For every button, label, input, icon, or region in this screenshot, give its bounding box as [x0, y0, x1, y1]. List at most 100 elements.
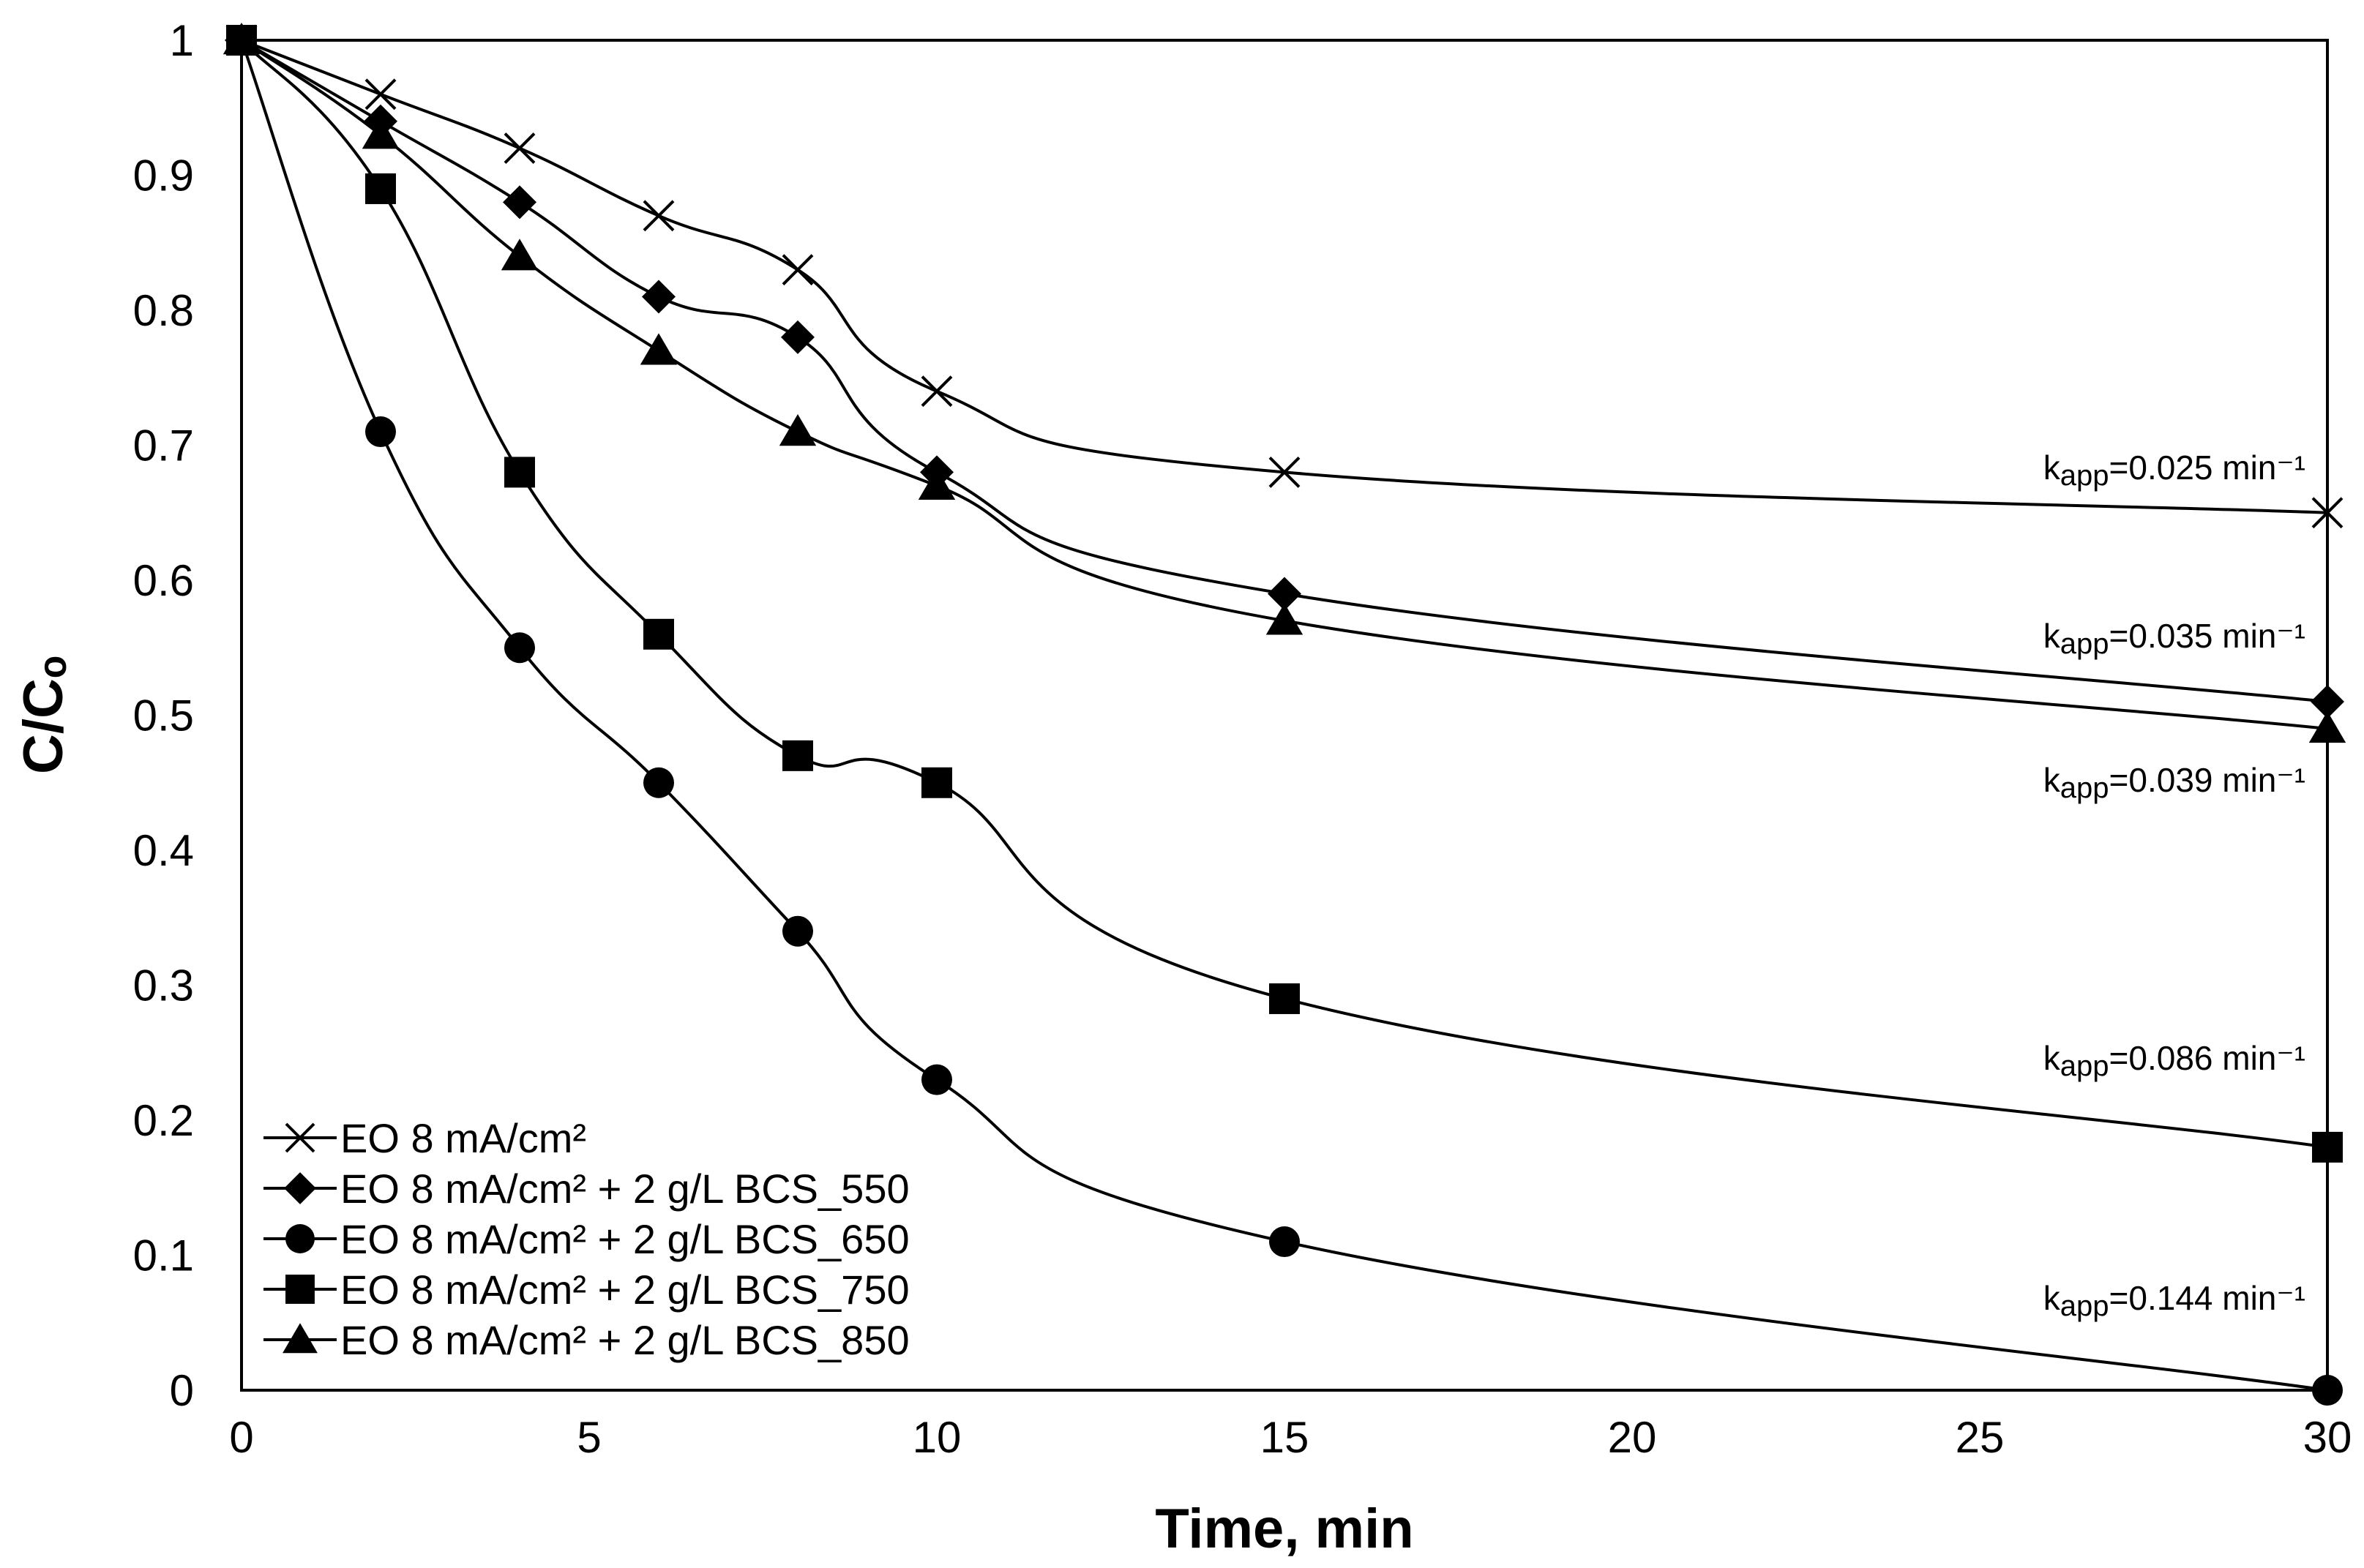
kapp-k: k	[2043, 449, 2061, 487]
series-layer	[222, 23, 2346, 1406]
data-point-x	[921, 375, 953, 408]
legend-marker-square	[285, 1275, 315, 1304]
y-tick-label: 0.4	[133, 826, 194, 875]
y-tick-label: 0.9	[133, 151, 194, 200]
legend-item: EO 8 mA/cm²	[263, 1115, 586, 1161]
kapp-value: =0.086 min⁻¹	[2109, 1039, 2305, 1077]
y-tick-label: 0.1	[133, 1231, 194, 1280]
series-line	[241, 39, 2328, 514]
kapp-value: =0.025 min⁻¹	[2109, 449, 2305, 487]
data-point-square	[504, 457, 535, 488]
series-line	[240, 39, 2328, 1149]
data-point-triangle	[2308, 710, 2346, 743]
kapp-value: =0.035 min⁻¹	[2109, 617, 2305, 655]
kapp-k: k	[2043, 761, 2061, 799]
legend-label: EO 8 mA/cm² + 2 g/L BCS_550	[340, 1166, 910, 1212]
data-point-circle	[643, 767, 674, 798]
legend-marker-circle	[285, 1224, 315, 1253]
x-tick-label: 5	[577, 1413, 601, 1462]
data-point-circle	[1269, 1226, 1300, 1258]
legend-item: EO 8 mA/cm² + 2 g/L BCS_750	[263, 1267, 910, 1313]
kapp-annotation: kapp=0.086 min⁻¹	[2043, 1039, 2305, 1082]
legend-item: EO 8 mA/cm² + 2 g/L BCS_650	[263, 1216, 910, 1262]
kapp-value: =0.144 min⁻¹	[2109, 1279, 2305, 1317]
x-tick-label: 0	[229, 1413, 253, 1462]
data-point-triangle	[1265, 603, 1303, 635]
y-tick-label: 0.3	[133, 961, 194, 1010]
kapp-annotation: kapp=0.039 min⁻¹	[2043, 761, 2305, 804]
data-point-square	[2312, 1131, 2343, 1163]
data-point-circle	[2312, 1375, 2343, 1406]
data-point-diamond	[2311, 685, 2344, 719]
data-point-circle	[921, 1064, 952, 1095]
data-point-square	[365, 173, 396, 204]
data-point-triangle	[501, 239, 539, 271]
legend-label: EO 8 mA/cm² + 2 g/L BCS_850	[340, 1317, 910, 1363]
data-point-circle	[365, 416, 396, 448]
data-point-x	[1268, 456, 1301, 488]
x-tick-label: 25	[1956, 1413, 2005, 1462]
data-point-square	[921, 767, 952, 798]
data-point-square	[1269, 983, 1300, 1014]
data-point-diamond	[642, 280, 676, 314]
data-point-triangle	[918, 468, 956, 500]
kapp-annotation: kapp=0.144 min⁻¹	[2043, 1279, 2305, 1322]
legend-item: EO 8 mA/cm² + 2 g/L BCS_550	[263, 1166, 910, 1212]
y-tick-label: 1	[170, 16, 194, 65]
legend: EO 8 mA/cm² EO 8 mA/cm² + 2 g/L BCS_550E…	[263, 1115, 910, 1363]
data-point-square	[643, 618, 674, 650]
kapp-value: =0.039 min⁻¹	[2109, 761, 2305, 799]
series-line	[240, 40, 2328, 1392]
data-point-circle	[782, 915, 813, 947]
data-point-triangle	[362, 117, 400, 149]
kapp-sub: app	[2060, 1290, 2109, 1322]
kapp-k: k	[2043, 617, 2061, 655]
data-point-x	[782, 254, 814, 286]
data-point-x	[504, 132, 536, 165]
legend-marker-diamond	[284, 1172, 316, 1204]
series-line	[240, 39, 2328, 730]
kapp-sub: app	[2060, 459, 2109, 492]
x-tick-label: 30	[2303, 1413, 2352, 1462]
x-tick-label: 15	[1260, 1413, 1309, 1462]
x-axis-title: Time, min	[1155, 1498, 1413, 1560]
data-point-square	[782, 740, 813, 771]
y-tick-label: 0.2	[133, 1096, 194, 1145]
x-tick-label: 10	[913, 1413, 962, 1462]
kapp-sub: app	[2060, 772, 2109, 804]
data-point-x	[2311, 497, 2344, 529]
series-line	[240, 39, 2328, 704]
legend-marker-triangle	[283, 1323, 318, 1354]
kapp-k: k	[2043, 1039, 2061, 1077]
legend-label: EO 8 mA/cm²	[340, 1115, 586, 1161]
data-point-circle	[504, 632, 535, 664]
y-tick-labels: 0 0.1 0.2 0.3 0.4 0.5 0.6 0.7 0.8 0.9 1	[133, 16, 194, 1415]
kapp-sub: app	[2060, 1050, 2109, 1082]
data-point-x	[643, 200, 675, 232]
y-tick-label: 0	[170, 1366, 194, 1415]
kapp-sub: app	[2060, 628, 2109, 660]
y-tick-label: 0.5	[133, 691, 194, 740]
kapp-annotation: kapp=0.025 min⁻¹	[2043, 449, 2305, 492]
data-point-diamond	[1268, 577, 1301, 611]
plot-area	[240, 39, 2329, 1392]
legend-label: EO 8 mA/cm² + 2 g/L BCS_650	[340, 1216, 910, 1262]
y-tick-label: 0.8	[133, 286, 194, 335]
y-tick-label: 0.6	[133, 556, 194, 605]
y-axis-title: C/Cₒ	[12, 656, 75, 774]
data-point-triangle	[779, 414, 817, 446]
data-point-x	[364, 78, 397, 110]
data-point-circle	[226, 25, 257, 56]
kapp-k: k	[2043, 1279, 2061, 1317]
legend-marker-x	[285, 1122, 315, 1153]
legend-label: EO 8 mA/cm² + 2 g/L BCS_750	[340, 1267, 910, 1313]
legend-item: EO 8 mA/cm² + 2 g/L BCS_850	[263, 1317, 910, 1363]
data-point-diamond	[781, 320, 815, 354]
kapp-annotation: kapp=0.035 min⁻¹	[2043, 617, 2305, 660]
x-tick-labels: 0 5 10 15 20 25 30	[229, 1413, 2352, 1462]
x-tick-label: 20	[1608, 1413, 1657, 1462]
y-tick-label: 0.7	[133, 421, 194, 470]
data-point-diamond	[503, 185, 536, 220]
